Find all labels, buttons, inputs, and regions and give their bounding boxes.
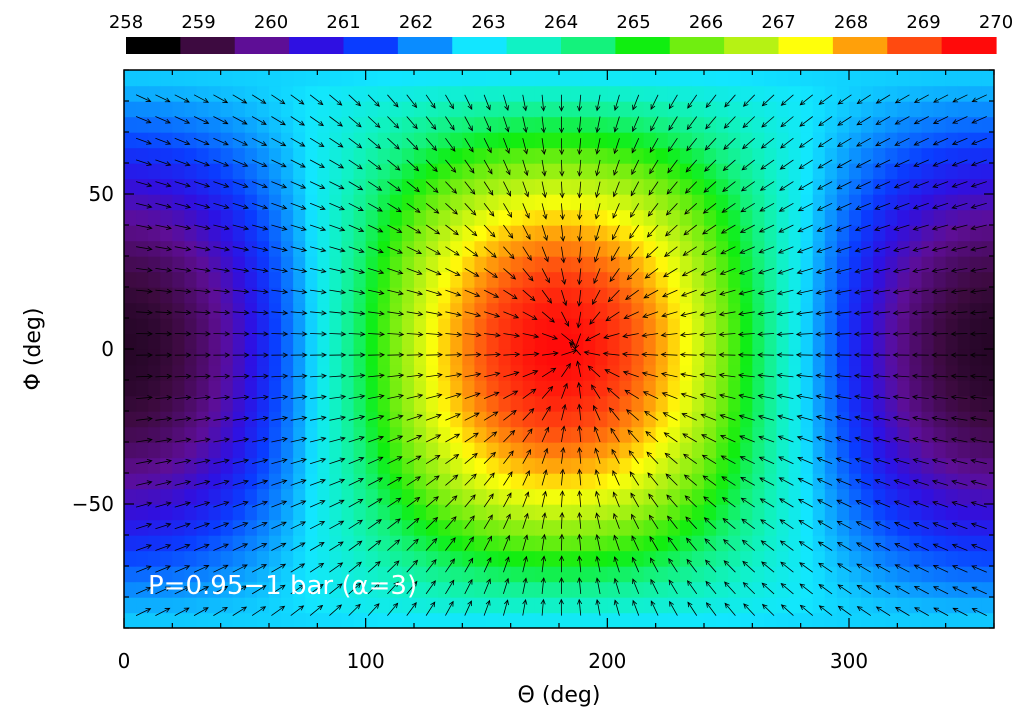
colorbar-segment <box>234 37 290 54</box>
colorbar-tick-label: 269 <box>906 12 940 33</box>
x-tick-label: 200 <box>588 649 626 673</box>
colorbar-segment <box>397 37 453 54</box>
colorbar-tick-label: 267 <box>761 12 795 33</box>
temperature-heatmap <box>124 70 994 628</box>
x-tick-label: 100 <box>347 649 385 673</box>
pressure-annotation: P=0.95−1 bar (α=3) <box>148 571 417 601</box>
y-tick-labels: 50 0 −50 <box>72 182 114 516</box>
colorbar-tick-label: 270 <box>979 12 1013 33</box>
colorbar-tick-label: 266 <box>689 12 723 33</box>
wind-vectors <box>135 94 987 616</box>
colorbar-segment <box>561 37 616 54</box>
axis-ticks <box>123 69 995 629</box>
colorbar-tick-label: 263 <box>471 12 505 33</box>
colorbar-tick-label: 259 <box>181 12 215 33</box>
colorbar-tick-label: 260 <box>254 12 288 33</box>
colorbar-tick-label: 265 <box>616 12 650 33</box>
x-tick-labels: 0 100 200 300 <box>118 649 868 673</box>
colorbar-segment <box>126 37 181 54</box>
colorbar-tick-label: 258 <box>109 12 143 33</box>
colorbar-segment <box>669 37 725 54</box>
colorbar-segment <box>724 37 780 54</box>
colorbar <box>126 37 997 54</box>
colorbar-segment <box>506 37 562 54</box>
colorbar-tick-label: 268 <box>834 12 868 33</box>
x-tick-label: 0 <box>118 649 131 673</box>
y-axis-title: Φ (deg) <box>21 308 46 391</box>
colorbar-segment <box>887 37 943 54</box>
x-axis-title: Θ (deg) <box>518 683 601 708</box>
colorbar-tick-labels: 258 259 260 261 262 263 264 265 266 267 268 269 270 <box>109 12 1013 33</box>
colorbar-segment <box>289 37 345 54</box>
colorbar-tick-label: 261 <box>326 12 360 33</box>
x-tick-label: 300 <box>830 649 868 673</box>
y-tick-label: −50 <box>72 492 114 516</box>
colorbar-segment <box>941 37 997 54</box>
colorbar-segment <box>778 37 834 54</box>
colorbar-segment <box>832 37 888 54</box>
colorbar-segment <box>615 37 671 54</box>
colorbar-segment <box>452 37 508 54</box>
y-tick-label: 0 <box>101 337 114 361</box>
colorbar-segment <box>343 37 399 54</box>
colorbar-segment <box>180 37 236 54</box>
colorbar-tick-label: 262 <box>399 12 433 33</box>
y-tick-label: 50 <box>89 182 114 206</box>
colorbar-tick-label: 264 <box>544 12 578 33</box>
